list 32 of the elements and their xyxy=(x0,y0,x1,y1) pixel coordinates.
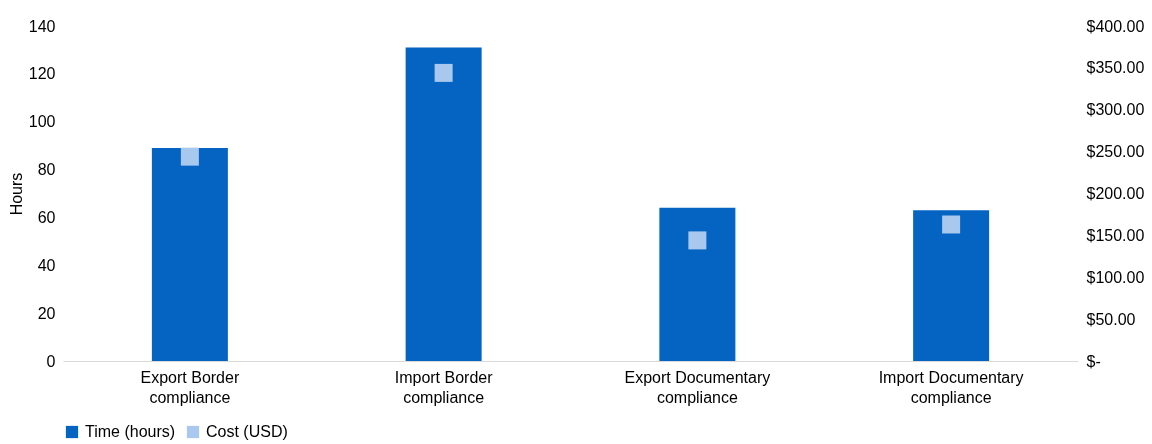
bar xyxy=(405,47,482,361)
y2-tick-label: $250.00 xyxy=(1086,143,1145,161)
x-tick-label: Import Border compliance xyxy=(394,368,494,406)
x-tick-label: Import Documentary compliance xyxy=(878,368,1024,406)
point xyxy=(180,147,199,166)
legend-label: Cost (USD) xyxy=(206,423,288,440)
y2-tick-label: $50.00 xyxy=(1086,310,1136,328)
bar xyxy=(913,210,990,361)
x-tick-label: Export Documentary compliance xyxy=(624,368,771,406)
y2-tick-label: $200.00 xyxy=(1086,185,1145,202)
y-tick-label: 100 xyxy=(28,113,56,131)
point xyxy=(434,63,453,82)
y-tick-label: 20 xyxy=(37,304,56,322)
y-tick-label: 40 xyxy=(37,256,56,274)
y-axis-title: Hours xyxy=(7,172,25,216)
y-tick-label: 0 xyxy=(46,352,56,370)
y2-tick-label: $400.00 xyxy=(1086,17,1145,35)
point xyxy=(942,215,961,234)
y2-tick-label: $350.00 xyxy=(1086,59,1145,77)
y2-tick-label: $300.00 xyxy=(1086,101,1145,119)
legend-label: Time (hours) xyxy=(85,423,176,440)
y-tick-label: 140 xyxy=(28,17,56,35)
y2-tick-label: $100.00 xyxy=(1086,268,1145,286)
bar xyxy=(151,148,228,361)
y-tick-label: 120 xyxy=(28,65,56,83)
y-tick-label: 60 xyxy=(37,208,56,226)
point xyxy=(688,231,707,250)
bar xyxy=(659,207,736,361)
x-tick-label: Export Border compliance xyxy=(140,368,240,406)
y2-tick-label: $- xyxy=(1086,352,1101,370)
y2-tick-label: $150.00 xyxy=(1086,226,1145,244)
y-tick-label: 80 xyxy=(37,161,56,179)
